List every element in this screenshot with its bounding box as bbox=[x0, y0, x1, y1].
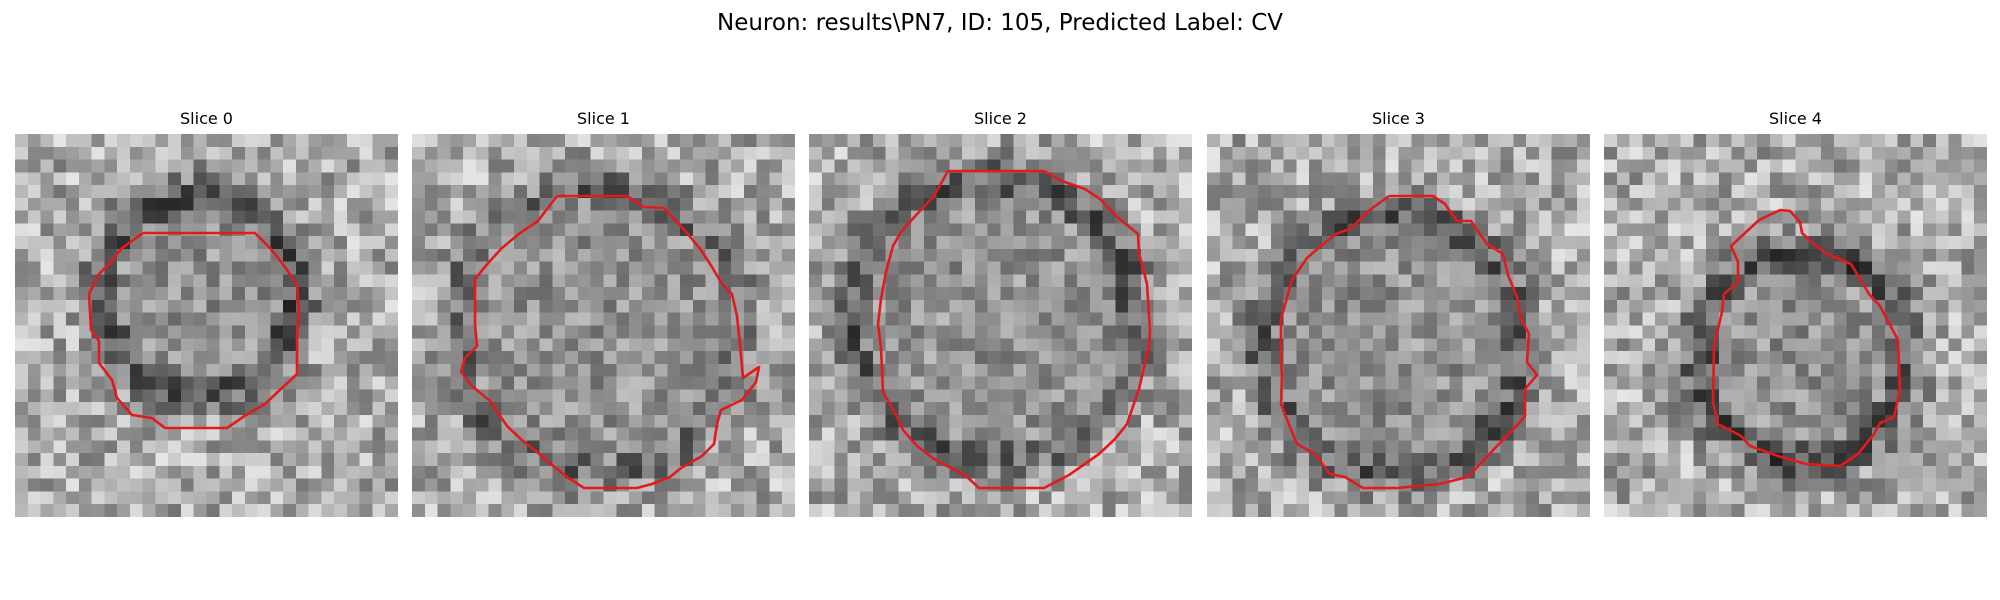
slice-panel-4: Slice 4 bbox=[1604, 108, 1987, 520]
slice-title: Slice 1 bbox=[577, 109, 630, 128]
slice-panel-3: Slice 3 bbox=[1207, 108, 1590, 520]
slice-panel-2: Slice 2 bbox=[809, 108, 1192, 520]
segmentation-contour bbox=[1279, 194, 1539, 490]
contour-line bbox=[1279, 194, 1539, 490]
slice-image bbox=[1604, 134, 1987, 517]
slice-image bbox=[809, 134, 1192, 517]
segmentation-contour bbox=[876, 169, 1152, 490]
contour-line bbox=[459, 194, 761, 490]
slice-title: Slice 4 bbox=[1769, 109, 1822, 128]
contour-line bbox=[1711, 208, 1902, 468]
contour-line bbox=[87, 231, 301, 430]
slice-panel-1: Slice 1 bbox=[412, 108, 795, 520]
slice-title: Slice 2 bbox=[974, 109, 1027, 128]
slice-image bbox=[1207, 134, 1590, 517]
segmentation-contour bbox=[1711, 208, 1902, 468]
slice-image bbox=[15, 134, 398, 517]
slice-title: Slice 0 bbox=[180, 109, 233, 128]
slice-panel-0: Slice 0 bbox=[15, 108, 398, 520]
segmentation-contour bbox=[459, 194, 761, 490]
slice-title: Slice 3 bbox=[1372, 109, 1425, 128]
figure-title: Neuron: results\PN7, ID: 105, Predicted … bbox=[717, 10, 1283, 36]
segmentation-contour bbox=[87, 231, 301, 430]
contour-line bbox=[876, 169, 1152, 490]
